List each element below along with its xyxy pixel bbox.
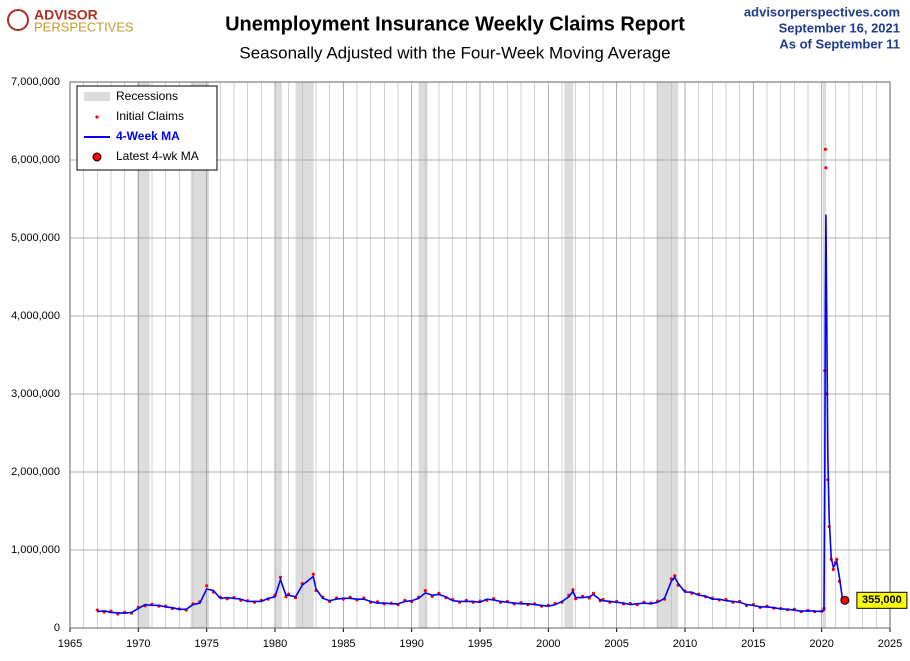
x-tick-label: 1965: [58, 638, 82, 650]
claims-dot: [673, 574, 677, 578]
recession: [295, 82, 314, 628]
y-tick-label: 2,000,000: [11, 466, 60, 478]
plot-frame: [69, 81, 891, 629]
legend-label: Initial Claims: [116, 109, 184, 123]
y-tick-label: 1,000,000: [11, 544, 60, 556]
x-tick-label: 1995: [468, 638, 492, 650]
legend: Recessions Initial Claims 4-Week MA Latest …: [76, 85, 218, 171]
x-tick-label: 2020: [809, 638, 833, 650]
x-tick-label: 2000: [536, 638, 560, 650]
recession: [656, 82, 679, 628]
ma-line: [97, 214, 846, 614]
legend-swatch: [92, 152, 102, 162]
recession: [564, 82, 574, 628]
y-tick-label: 0: [54, 622, 60, 634]
y-tick-label: 7,000,000: [11, 76, 60, 88]
y-tick-label: 5,000,000: [11, 232, 60, 244]
claims-dot: [823, 147, 827, 151]
x-tick-label: 1985: [331, 638, 355, 650]
chart-subtitle: Seasonally Adjusted with the Four-Week M…: [239, 43, 670, 62]
chart-title: Unemployment Insurance Weekly Claims Rep…: [225, 13, 685, 35]
claims-dot: [423, 588, 427, 593]
x-tick-label: 2025: [878, 638, 902, 650]
as-of: As of September 11: [779, 36, 900, 51]
legend-swatch: [84, 92, 110, 101]
report-date: September 16, 2021: [779, 20, 900, 35]
latest-label-box: [856, 591, 908, 609]
brand-bottom: PERSPECTIVES: [34, 19, 134, 34]
claims-dot: [571, 588, 575, 592]
recession: [275, 82, 282, 628]
logo: [7, 9, 29, 31]
y-tick-label: 3,000,000: [11, 388, 60, 400]
y-tick-label: 4,000,000: [11, 310, 60, 322]
latest-label: 355,000: [862, 594, 902, 606]
legend-swatch: [95, 115, 99, 119]
x-tick-label: 2015: [741, 638, 765, 650]
y-tick-label: 6,000,000: [11, 154, 60, 166]
claims-dot: [835, 557, 839, 561]
brand-top: ADVISOR: [34, 7, 98, 23]
claims-dot: [311, 572, 315, 576]
recession: [137, 82, 150, 628]
recession: [190, 82, 209, 628]
x-tick-label: 1980: [263, 638, 287, 650]
claims-dot: [205, 584, 209, 588]
latest-marker: [840, 595, 850, 605]
recession: [418, 82, 428, 628]
x-tick-label: 1990: [399, 638, 423, 650]
site: advisorperspectives.com: [744, 4, 900, 19]
x-tick-label: 2005: [604, 638, 628, 650]
claims-dot: [831, 567, 835, 572]
x-tick-label: 1975: [194, 638, 218, 650]
x-tick-label: 2010: [673, 638, 697, 650]
x-tick-label: 1970: [126, 638, 150, 650]
claims-dot: [824, 166, 828, 170]
legend-label: Recessions: [116, 89, 178, 103]
legend-label: 4-Week MA: [116, 129, 180, 143]
legend-label: Latest 4-wk MA: [116, 149, 199, 163]
